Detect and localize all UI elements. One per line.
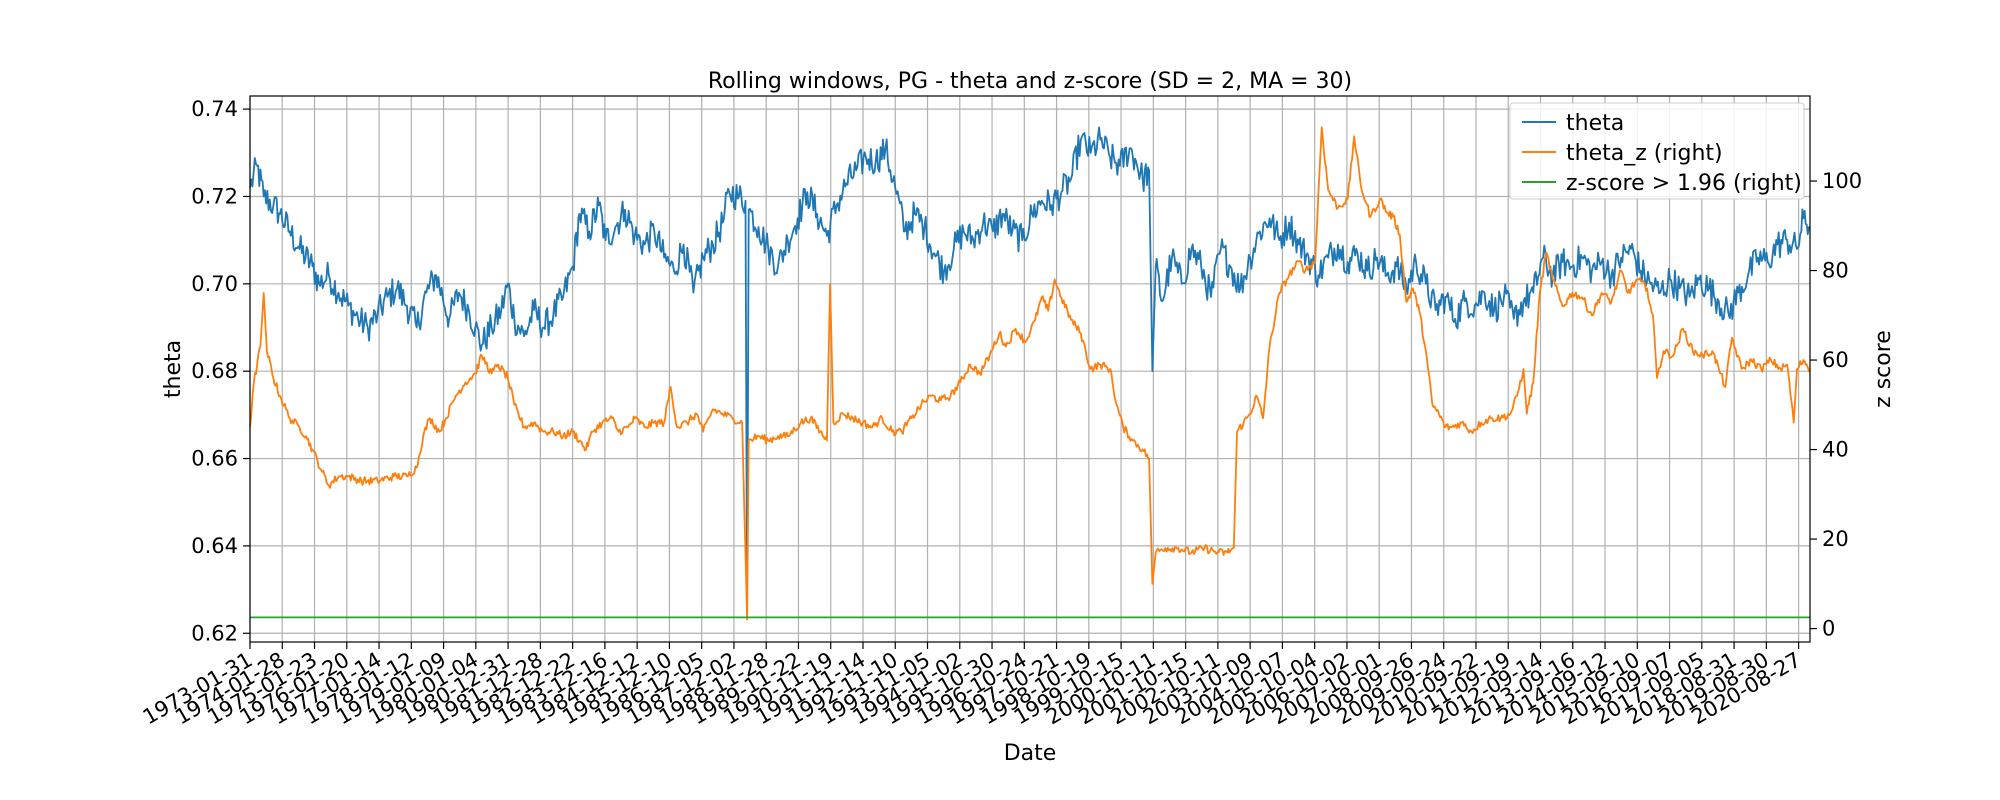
plot-area bbox=[249, 126, 1811, 621]
y-left-tick-label: 0.68 bbox=[191, 359, 238, 383]
legend-label-0: theta bbox=[1566, 111, 1624, 136]
grid bbox=[249, 96, 1810, 642]
series-line-1 bbox=[249, 126, 1811, 621]
y-left-tick-label: 0.70 bbox=[191, 272, 238, 296]
y-left-tick-label: 0.66 bbox=[191, 447, 238, 471]
legend-box bbox=[1509, 102, 1805, 200]
y-axis-left-label: theta bbox=[161, 340, 186, 398]
y-axis-right-label: z score bbox=[1871, 330, 1896, 408]
y-right-tick-label: 40 bbox=[1822, 438, 1849, 462]
y-right-tick-label: 80 bbox=[1822, 259, 1849, 283]
legend-label-2: z-score > 1.96 (right) bbox=[1566, 171, 1802, 196]
y-left-tick-label: 0.62 bbox=[191, 621, 238, 645]
chart-title: Rolling windows, PG - theta and z-score … bbox=[708, 69, 1352, 94]
legend-label-1: theta_z (right) bbox=[1566, 141, 1723, 166]
y-right-tick-label: 0 bbox=[1822, 617, 1835, 641]
y-left-tick-label: 0.72 bbox=[191, 184, 238, 208]
x-axis-label: Date bbox=[1004, 741, 1057, 766]
y-right-tick-label: 60 bbox=[1822, 348, 1849, 372]
legend: theta theta_z (right) z-score > 1.96 (righ… bbox=[1509, 102, 1805, 200]
axes-ticks: 1973-01-311974-01-281975-01-231976-01-20… bbox=[139, 97, 1862, 729]
plot-frame bbox=[249, 95, 1811, 643]
y-left-tick-label: 0.64 bbox=[191, 534, 238, 558]
y-right-tick-label: 20 bbox=[1822, 527, 1849, 551]
y-right-tick-label: 100 bbox=[1822, 169, 1862, 193]
y-left-tick-label: 0.74 bbox=[191, 97, 238, 121]
